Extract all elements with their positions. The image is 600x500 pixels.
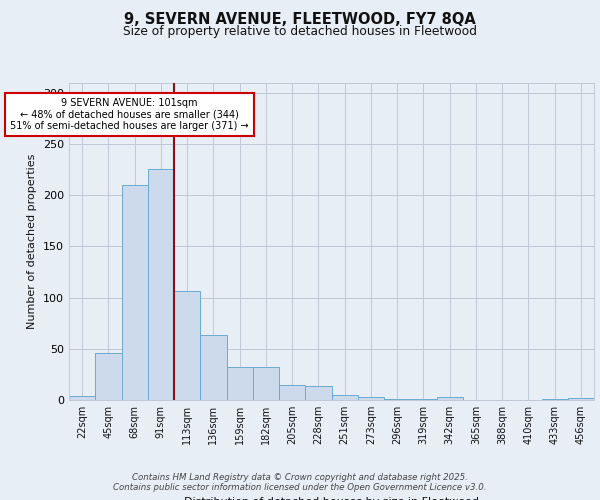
Text: Contains HM Land Registry data © Crown copyright and database right 2025.
Contai: Contains HM Land Registry data © Crown c… xyxy=(113,473,487,492)
Bar xyxy=(69,396,95,400)
Bar xyxy=(148,168,174,400)
Bar xyxy=(174,292,200,400)
Bar xyxy=(95,353,121,400)
Bar xyxy=(253,367,279,400)
Bar xyxy=(227,367,253,400)
Y-axis label: Number of detached properties: Number of detached properties xyxy=(28,154,37,329)
Bar xyxy=(568,398,594,400)
Text: 9, SEVERN AVENUE, FLEETWOOD, FY7 8QA: 9, SEVERN AVENUE, FLEETWOOD, FY7 8QA xyxy=(124,12,476,28)
Text: Size of property relative to detached houses in Fleetwood: Size of property relative to detached ho… xyxy=(123,25,477,38)
Bar xyxy=(121,185,148,400)
Bar xyxy=(358,397,384,400)
Text: 9 SEVERN AVENUE: 101sqm
← 48% of detached houses are smaller (344)
51% of semi-d: 9 SEVERN AVENUE: 101sqm ← 48% of detache… xyxy=(10,98,248,131)
Bar xyxy=(384,399,410,400)
Bar xyxy=(410,399,437,400)
Bar xyxy=(331,395,358,400)
Bar xyxy=(305,386,331,400)
Bar xyxy=(542,399,568,400)
X-axis label: Distribution of detached houses by size in Fleetwood: Distribution of detached houses by size … xyxy=(184,497,479,500)
Bar xyxy=(279,384,305,400)
Bar xyxy=(437,397,463,400)
Bar xyxy=(200,336,227,400)
